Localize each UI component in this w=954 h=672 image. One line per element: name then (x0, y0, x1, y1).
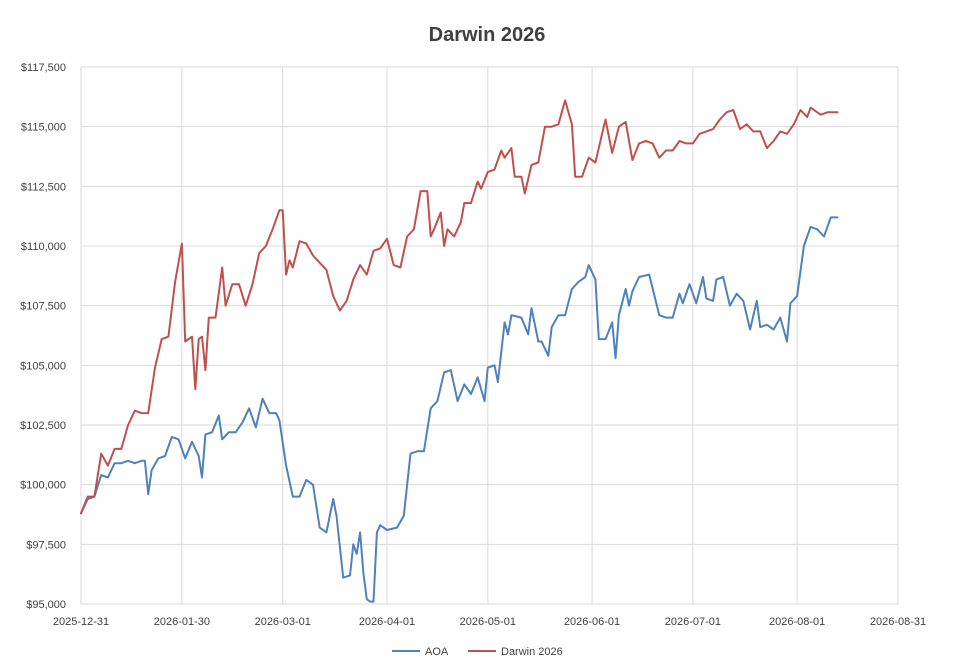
x-tick-label: 2026-05-01 (460, 616, 516, 628)
x-tick-label: 2026-01-30 (154, 616, 210, 628)
y-tick-label: $100,000 (20, 480, 66, 492)
y-tick-label: $97,500 (26, 539, 66, 551)
y-tick-label: $105,000 (20, 360, 66, 372)
series-lines (80, 99, 839, 603)
y-tick-label: $112,500 (21, 181, 66, 193)
x-tick-label: 2026-08-31 (870, 616, 926, 628)
series-line-darwin-2026 (80, 99, 839, 515)
series-line-aoa (80, 216, 839, 603)
x-tick-label: 2026-06-01 (564, 616, 620, 628)
y-axis-tick-labels: $95,000 $97,500 $100,000 $102,500 $105,000 $1… (20, 62, 66, 611)
legend-label: AOA (425, 646, 449, 658)
legend-label: Darwin 2026 (501, 646, 563, 658)
gridlines (80, 66, 899, 605)
y-tick-label: $110,000 (21, 241, 66, 253)
y-tick-label: $95,000 (26, 599, 66, 611)
x-axis-tick-labels: 2025-12-31 2026-01-30 2026-03-01 2026-04-01… (53, 616, 926, 628)
y-tick-label: $102,500 (20, 420, 66, 432)
x-tick-label: 2025-12-31 (53, 616, 109, 628)
y-tick-label: $107,500 (20, 301, 66, 313)
x-tick-label: 2026-07-01 (665, 616, 721, 628)
x-tick-label: 2026-04-01 (359, 616, 415, 628)
y-tick-label: $115,000 (21, 122, 66, 134)
chart-title: Darwin 2026 (429, 24, 546, 46)
x-tick-label: 2026-03-01 (255, 616, 311, 628)
y-tick-label: $117,500 (21, 62, 66, 74)
legend: AOA Darwin 2026 (392, 646, 563, 658)
x-tick-label: 2026-08-01 (769, 616, 825, 628)
